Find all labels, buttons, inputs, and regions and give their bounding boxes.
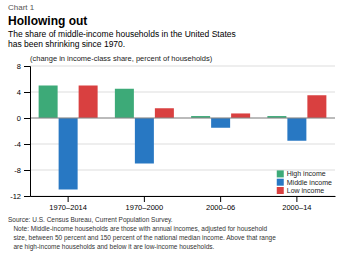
y-tick: -12 xyxy=(10,192,30,201)
chart-label: Chart 1 xyxy=(8,3,35,12)
grid-line xyxy=(30,92,335,93)
x-tick-label: 1970–2014 xyxy=(49,203,87,212)
chart-svg: Chart 1 Hollowing outThe share of middle-… xyxy=(0,0,345,279)
subtitle-line: has been shrinking since 1970. xyxy=(8,39,125,49)
y-tick: -8 xyxy=(14,166,30,175)
bar-series xyxy=(59,118,307,190)
y-axis-line xyxy=(24,67,31,197)
legend: High incomeMiddle incomeLow income xyxy=(277,170,332,194)
y-tick-label: 8 xyxy=(17,62,21,71)
y-tick: 8 xyxy=(17,62,30,71)
legend-item: High income xyxy=(277,170,326,178)
y-tick: -4 xyxy=(14,140,30,149)
source-line: are high-income households and below it … xyxy=(8,243,215,251)
bar xyxy=(155,108,174,118)
y-tick-label: 0 xyxy=(17,114,21,123)
y-tick-mark xyxy=(24,92,30,93)
y-tick: 4 xyxy=(17,88,30,97)
x-tick-mark xyxy=(144,196,145,202)
bars xyxy=(39,86,327,190)
legend-label: Middle income xyxy=(287,179,332,186)
bar xyxy=(307,95,326,118)
x-tick: 1970–2000 xyxy=(126,196,164,212)
y-tick-label: 4 xyxy=(17,88,21,97)
bar xyxy=(135,118,154,164)
plot: -12 -8 -4 0 4 8 1970–2014 1970–2000 2000–06 2000–… xyxy=(10,62,335,212)
zero-line xyxy=(30,118,335,119)
bar xyxy=(287,118,306,141)
y-tick-mark xyxy=(24,196,30,197)
y-tick-mark xyxy=(24,66,30,67)
y-tick-label: -4 xyxy=(14,140,21,149)
source-line: Note: Middle-income households are those… xyxy=(8,225,267,233)
legend-swatch xyxy=(277,187,284,194)
x-axis-line xyxy=(31,196,336,197)
legend-item: Low income xyxy=(277,187,324,194)
x-tick-label: 1970–2000 xyxy=(126,203,164,212)
y-tick-mark xyxy=(24,144,30,145)
x-tick-mark xyxy=(68,196,69,202)
subtitle: The share of middle-income households in… xyxy=(8,29,236,49)
x-tick: 1970–2014 xyxy=(49,196,87,212)
subtitle-line: The share of middle-income households in… xyxy=(8,29,236,39)
y-axis-label: (change in income-class share, percent o… xyxy=(30,54,213,63)
bar xyxy=(211,118,230,128)
source-line: Source: U.S. Census Bureau, Current Popu… xyxy=(8,216,173,224)
legend-label: Low income xyxy=(287,187,324,194)
y-tick-label: -12 xyxy=(10,192,21,201)
source-line: size, between 50 percent and 150 percent… xyxy=(8,234,276,242)
x-tick-mark xyxy=(220,196,221,202)
x-tick-label: 2000–06 xyxy=(206,203,235,212)
grid-line xyxy=(30,66,335,67)
grid-line xyxy=(30,196,335,197)
grid-line xyxy=(30,118,335,119)
x-tick-label: 2000–14 xyxy=(282,203,311,212)
y-tick-mark xyxy=(24,170,30,171)
y-tick: 0 xyxy=(17,114,30,123)
bar xyxy=(115,89,134,118)
bar-series xyxy=(39,86,287,119)
title: Hollowing out xyxy=(8,14,87,28)
legend-label: High income xyxy=(287,170,326,178)
y-tick-label: -8 xyxy=(14,166,21,175)
grid xyxy=(30,66,335,196)
legend-swatch xyxy=(277,170,284,177)
bar xyxy=(231,113,250,118)
y-tick-mark xyxy=(24,118,30,119)
x-axis: 1970–2014 1970–2000 2000–06 2000–14 xyxy=(31,196,336,212)
bar-series xyxy=(79,86,327,119)
bar xyxy=(39,86,58,119)
y-axis: -12 -8 -4 0 4 8 xyxy=(10,62,30,201)
legend-swatch xyxy=(277,179,284,186)
legend-item: Middle income xyxy=(277,179,332,186)
bar xyxy=(59,118,78,190)
x-tick: 2000–06 xyxy=(206,196,235,212)
x-tick-mark xyxy=(296,196,297,202)
x-tick: 2000–14 xyxy=(282,196,311,212)
bar xyxy=(79,86,98,119)
